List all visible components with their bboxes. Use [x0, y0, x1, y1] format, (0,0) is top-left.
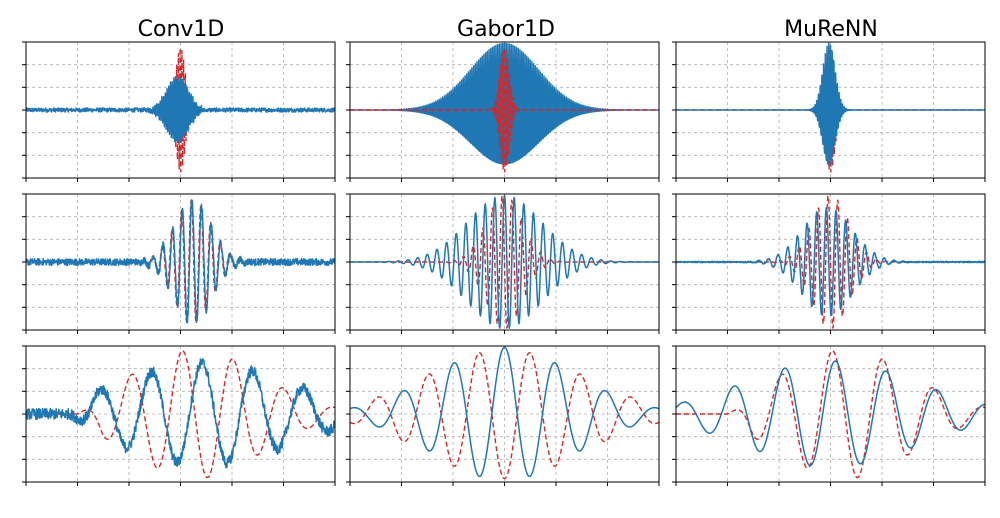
- column-title-conv1d: Conv1D: [138, 17, 225, 42]
- subplot-r1c1: [22, 41, 336, 182]
- plot-area: [676, 42, 985, 173]
- plot-area: [26, 47, 335, 173]
- plot-area: [350, 346, 659, 480]
- plot-area: [676, 195, 985, 329]
- subplot-r3c3: [672, 345, 986, 486]
- series-learned-line: [676, 42, 985, 166]
- series-learned-line: [26, 75, 335, 144]
- subplot-r2c2: [346, 193, 660, 334]
- subplot-grid: [22, 41, 986, 486]
- series-learned-line: [26, 358, 335, 469]
- series-target-line: [676, 350, 985, 479]
- series-target-line: [26, 350, 335, 479]
- series-target-line: [350, 352, 659, 480]
- subplot-r3c2: [346, 345, 660, 486]
- subplot-r1c3: [672, 41, 986, 182]
- series-learned-line: [26, 199, 335, 324]
- series-target-line: [350, 47, 659, 173]
- column-title-murenn: MuReNN: [784, 17, 878, 42]
- series-learned-line: [350, 194, 659, 329]
- plot-area: [26, 199, 335, 324]
- plot-area: [676, 350, 985, 479]
- column-title-gabor1d: Gabor1D: [457, 17, 555, 42]
- subplot-r2c3: [672, 193, 986, 334]
- plot-area: [350, 194, 659, 329]
- subplot-r3c1: [22, 345, 336, 486]
- subplot-r2c1: [22, 193, 336, 334]
- series-learned-line: [676, 207, 985, 317]
- series-learned-line: [676, 360, 985, 467]
- plot-area: [26, 350, 335, 479]
- subplot-r1c2: [346, 41, 660, 182]
- plot-area: [350, 42, 659, 173]
- series-learned-line: [350, 346, 659, 478]
